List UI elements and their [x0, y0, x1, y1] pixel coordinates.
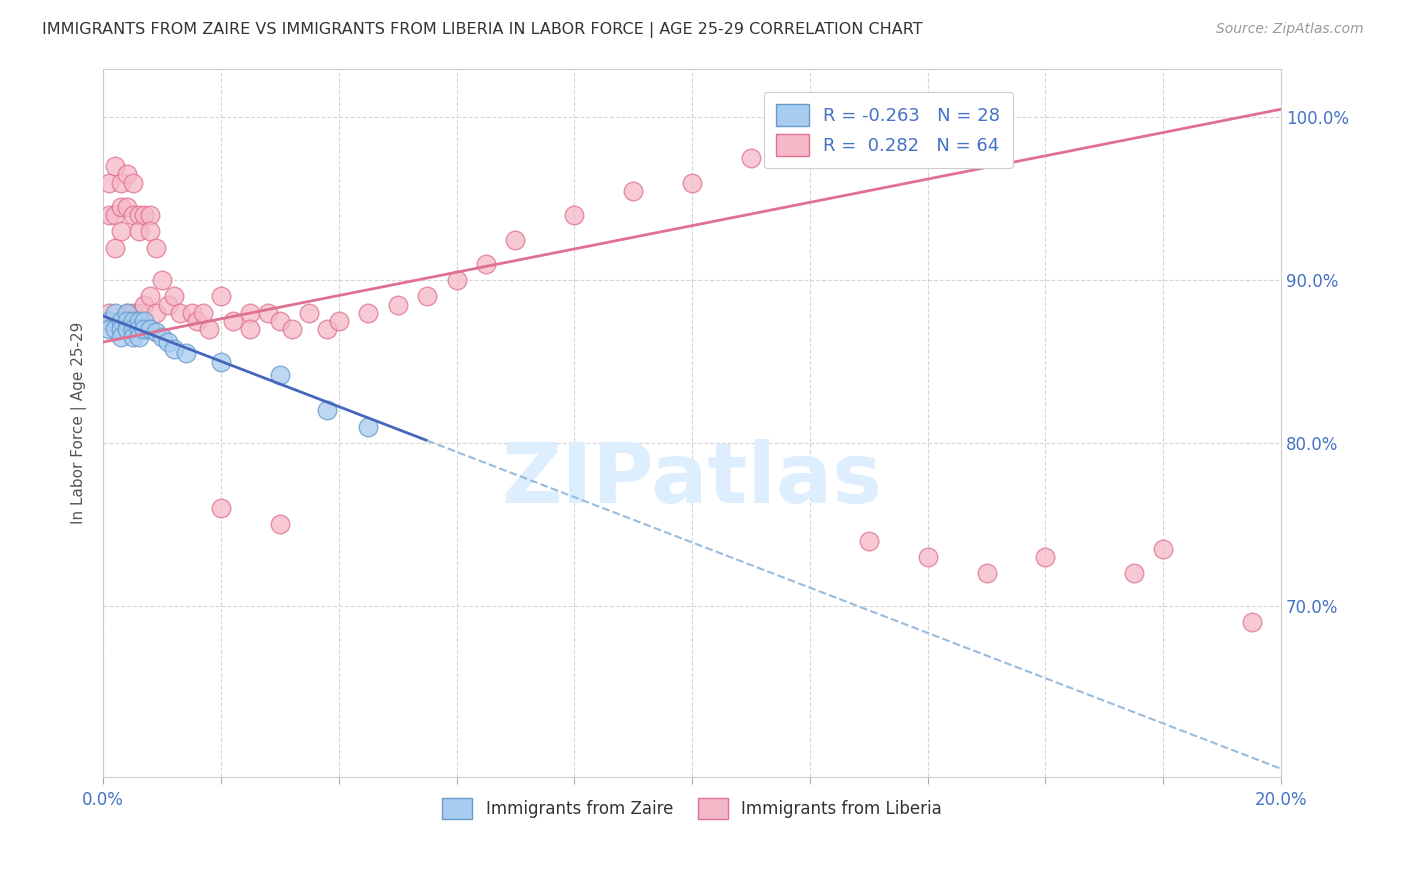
Text: Source: ZipAtlas.com: Source: ZipAtlas.com: [1216, 22, 1364, 37]
Point: [357, 419, 380, 434]
Point: [134, 322, 156, 336]
Point: [357, 306, 380, 320]
Point: [98, 314, 121, 328]
Point: [186, 314, 208, 328]
Point: [740, 151, 762, 165]
Point: [446, 273, 468, 287]
Point: [163, 342, 186, 356]
Point: [110, 176, 132, 190]
Point: [505, 232, 527, 246]
Point: [222, 314, 245, 328]
Point: [1240, 615, 1263, 629]
Point: [110, 322, 132, 336]
Point: [110, 330, 132, 344]
Point: [128, 330, 150, 344]
Point: [110, 224, 132, 238]
Point: [239, 306, 262, 320]
Point: [799, 135, 821, 149]
Point: [110, 314, 132, 328]
Point: [475, 257, 498, 271]
Point: [110, 314, 132, 328]
Point: [104, 159, 127, 173]
Point: [174, 346, 197, 360]
Point: [139, 224, 162, 238]
Point: [139, 289, 162, 303]
Point: [98, 208, 121, 222]
Point: [150, 273, 173, 287]
Point: [121, 322, 143, 336]
Point: [134, 208, 156, 222]
Point: [858, 533, 880, 548]
Point: [280, 322, 302, 336]
Point: [416, 289, 439, 303]
Point: [104, 208, 127, 222]
Point: [316, 322, 339, 336]
Point: [98, 306, 121, 320]
Point: [163, 289, 186, 303]
Point: [180, 306, 202, 320]
Point: [139, 208, 162, 222]
Point: [145, 241, 167, 255]
Point: [145, 306, 167, 320]
Point: [1152, 541, 1174, 556]
Point: [150, 330, 173, 344]
Text: ZIPatlas: ZIPatlas: [502, 439, 883, 520]
Point: [298, 306, 321, 320]
Point: [209, 289, 232, 303]
Point: [621, 184, 644, 198]
Point: [115, 322, 138, 336]
Point: [115, 306, 138, 320]
Point: [134, 314, 156, 328]
Point: [121, 330, 143, 344]
Point: [134, 298, 156, 312]
Point: [121, 314, 143, 328]
Point: [128, 306, 150, 320]
Point: [1035, 549, 1057, 564]
Point: [128, 208, 150, 222]
Y-axis label: In Labor Force | Age 25-29: In Labor Force | Age 25-29: [72, 321, 87, 524]
Point: [387, 298, 409, 312]
Text: IMMIGRANTS FROM ZAIRE VS IMMIGRANTS FROM LIBERIA IN LABOR FORCE | AGE 25-29 CORR: IMMIGRANTS FROM ZAIRE VS IMMIGRANTS FROM…: [42, 22, 922, 38]
Point: [917, 549, 939, 564]
Point: [976, 566, 998, 581]
Point: [128, 224, 150, 238]
Point: [562, 208, 585, 222]
Point: [316, 403, 339, 417]
Point: [193, 306, 215, 320]
Point: [104, 306, 127, 320]
Point: [139, 322, 162, 336]
Point: [121, 176, 143, 190]
Point: [1122, 566, 1144, 581]
Point: [121, 306, 143, 320]
Point: [115, 306, 138, 320]
Point: [110, 200, 132, 214]
Point: [98, 176, 121, 190]
Point: [156, 298, 179, 312]
Point: [115, 314, 138, 328]
Point: [115, 167, 138, 181]
Point: [269, 517, 291, 532]
Point: [169, 306, 191, 320]
Point: [257, 306, 280, 320]
Point: [98, 322, 121, 336]
Point: [145, 326, 167, 340]
Point: [239, 322, 262, 336]
Point: [128, 322, 150, 336]
Point: [104, 322, 127, 336]
Point: [269, 368, 291, 382]
Point: [209, 354, 232, 368]
Point: [128, 314, 150, 328]
Point: [198, 322, 221, 336]
Point: [269, 314, 291, 328]
Point: [104, 241, 127, 255]
Point: [115, 200, 138, 214]
Point: [328, 314, 350, 328]
Legend: Immigrants from Zaire, Immigrants from Liberia: Immigrants from Zaire, Immigrants from L…: [436, 791, 949, 825]
Point: [209, 501, 232, 516]
Point: [681, 176, 703, 190]
Point: [156, 335, 179, 350]
Point: [121, 208, 143, 222]
